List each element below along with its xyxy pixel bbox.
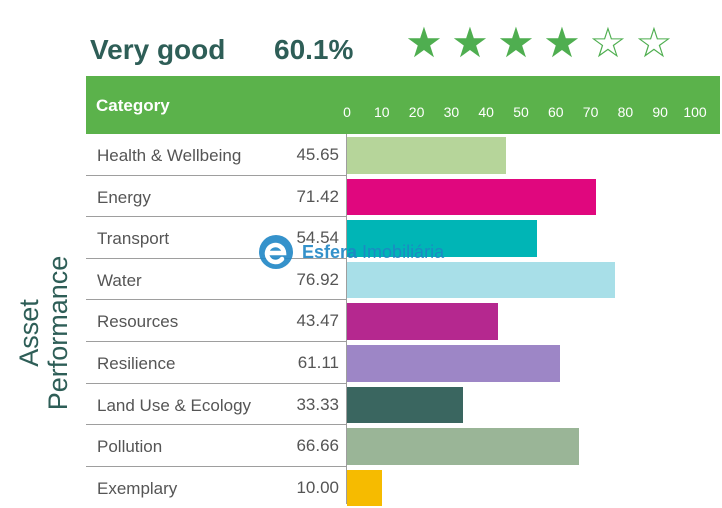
- bar: [347, 261, 615, 299]
- category-row: Resources 43.47: [86, 300, 347, 342]
- value-label: 45.65: [296, 145, 339, 164]
- rating-label: Very good: [90, 34, 226, 65]
- category-row: Health & Wellbeing 45.65: [86, 134, 347, 176]
- star-empty-icon: ☆: [589, 19, 627, 66]
- value-label: 71.42: [296, 186, 339, 206]
- category-row: Transport 54.54: [86, 217, 347, 259]
- watermark-text: Esfera Imobiliária: [302, 242, 444, 263]
- category-row: Land Use & Ecology 33.33: [86, 384, 347, 426]
- category-label: Energy: [97, 187, 151, 207]
- x-tick-label: 90: [652, 104, 668, 120]
- x-tick-label: 60: [548, 104, 564, 120]
- category-row: Exemplary 10.00: [86, 467, 347, 508]
- axis-line: [346, 134, 347, 504]
- watermark-brand: Esfera: [302, 242, 358, 262]
- x-tick-label: 40: [478, 104, 494, 120]
- bar: [347, 220, 537, 257]
- value-label: 54.54: [296, 228, 339, 248]
- side-title-line-1: Asset: [14, 299, 44, 367]
- esfera-logo-icon: [259, 235, 293, 269]
- bar: [347, 469, 382, 507]
- bar: [347, 428, 579, 465]
- watermark-suffix: Imobiliária: [357, 242, 445, 262]
- bar: [347, 386, 463, 424]
- bar: [347, 178, 596, 216]
- star-empty-icon: ☆: [635, 19, 673, 66]
- x-tick-label: 20: [408, 104, 425, 120]
- value-label: 76.92: [296, 269, 339, 289]
- chart-header: Category 0 10 20 30 40 50 60 70 80 90 100: [86, 76, 720, 134]
- x-tick-label: 80: [617, 104, 634, 120]
- value-label: 43.47: [296, 311, 339, 331]
- category-row: Energy 71.42: [86, 176, 347, 218]
- category-label: Transport: [97, 229, 170, 249]
- category-row: Pollution 66.66: [86, 425, 347, 467]
- side-title-line-2: Performance: [43, 255, 73, 411]
- value-label: 33.33: [296, 394, 339, 414]
- star-filled-icon: ★: [497, 19, 535, 66]
- category-label: Land Use & Ecology: [97, 395, 252, 415]
- bar: [347, 137, 506, 174]
- category-label: Pollution: [97, 437, 163, 457]
- category-label: Resources: [97, 312, 179, 332]
- x-tick-label: 30: [443, 104, 460, 120]
- bar: [347, 345, 560, 382]
- category-label: Health & Wellbeing: [97, 146, 242, 165]
- category-label: Water: [97, 270, 142, 290]
- category-header-label: Category: [96, 96, 170, 115]
- value-label: 61.11: [297, 353, 339, 372]
- star-filled-icon: ★: [543, 19, 581, 66]
- category-row: Resilience 61.11: [86, 342, 347, 384]
- star-filled-icon: ★: [451, 19, 489, 66]
- x-tick-label: 0: [343, 104, 351, 120]
- x-tick-label: 50: [513, 104, 529, 120]
- category-label: Exemplary: [97, 478, 178, 498]
- value-label: 66.66: [296, 436, 339, 456]
- x-tick-label: 10: [374, 104, 390, 120]
- star-filled-icon: ★: [405, 19, 443, 66]
- rating-percentage: 60.1%: [274, 34, 354, 65]
- bar: [347, 303, 499, 340]
- value-label: 10.00: [296, 477, 339, 497]
- category-label: Resilience: [97, 354, 176, 373]
- x-tick-label: 100: [683, 104, 707, 120]
- category-row: Water 76.92: [86, 259, 347, 301]
- x-tick-label: 70: [582, 104, 599, 120]
